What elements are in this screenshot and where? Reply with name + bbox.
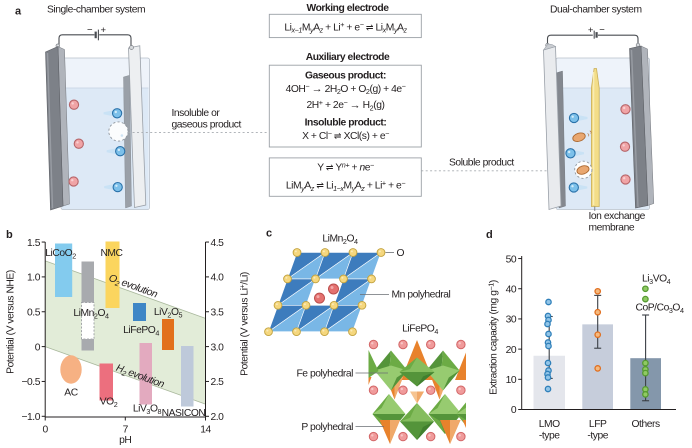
svg-text:LiFePO4: LiFePO4 — [402, 324, 438, 336]
svg-text:−1.0: −1.0 — [21, 412, 40, 423]
svg-text:c: c — [266, 228, 272, 240]
svg-text:−: − — [599, 25, 605, 36]
svg-text:-type: -type — [587, 430, 608, 441]
svg-text:4OH− → 2H2O + O2(g) + 4e−: 4OH− → 2H2O + O2(g) + 4e− — [286, 82, 406, 97]
svg-text:Potential (V versus Li+/Li): Potential (V versus Li+/Li) — [237, 272, 250, 376]
svg-text:30: 30 — [506, 315, 517, 326]
svg-text:LiFePO4: LiFePO4 — [123, 325, 159, 337]
svg-text:0: 0 — [35, 342, 41, 353]
svg-text:LiV2O5: LiV2O5 — [154, 307, 183, 319]
svg-text:10: 10 — [506, 375, 517, 386]
svg-text:Lix−1MyAz + Li+ + e− ⇌ LixMyAz: Lix−1MyAz + Li+ + e− ⇌ LixMyAz — [284, 20, 407, 35]
svg-text:membrane: membrane — [589, 223, 635, 234]
svg-text:Soluble product: Soluble product — [449, 158, 514, 169]
svg-text:-type: -type — [539, 430, 560, 441]
svg-text:1.5: 1.5 — [27, 238, 41, 249]
svg-text:14: 14 — [200, 425, 211, 436]
svg-text:3.0: 3.0 — [211, 342, 225, 353]
svg-text:−0.5: −0.5 — [21, 377, 40, 388]
svg-text:AC: AC — [64, 388, 78, 399]
svg-text:LiMn2O4: LiMn2O4 — [322, 234, 358, 246]
svg-text:Li3VO4: Li3VO4 — [642, 274, 671, 286]
svg-text:LiMyAz ⇌ Li1−xMyAz + Li+ + e−: LiMyAz ⇌ Li1−xMyAz + Li+ + e− — [286, 178, 405, 193]
svg-text:20: 20 — [506, 345, 517, 356]
svg-text:−: − — [87, 25, 93, 36]
svg-text:40: 40 — [506, 284, 517, 295]
svg-text:LFP: LFP — [589, 419, 607, 430]
svg-text:Working electrode: Working electrode — [307, 3, 390, 14]
svg-text:b: b — [6, 229, 13, 241]
svg-text:2H+ + 2e− → H2(g): 2H+ + 2e− → H2(g) — [307, 98, 385, 113]
svg-text:LiCoO2: LiCoO2 — [45, 248, 76, 260]
svg-text:+: + — [588, 25, 594, 36]
svg-text:1.0: 1.0 — [27, 273, 41, 284]
svg-text:Single-chamber system: Single-chamber system — [47, 5, 145, 16]
svg-text:0: 0 — [43, 425, 49, 436]
svg-text:Y ⇌ Yn+ + ne−: Y ⇌ Yn+ + ne− — [317, 161, 374, 174]
svg-text:Insoluble product:: Insoluble product: — [305, 118, 387, 129]
svg-text:4.0: 4.0 — [211, 273, 225, 284]
svg-text:Fe polyhedral: Fe polyhedral — [296, 368, 353, 379]
svg-text:50: 50 — [506, 254, 517, 265]
svg-text:7: 7 — [123, 425, 129, 436]
svg-text:4.5: 4.5 — [211, 238, 225, 249]
svg-text:O: O — [397, 248, 405, 259]
svg-text:Others: Others — [631, 419, 660, 430]
svg-text:0.5: 0.5 — [27, 307, 41, 318]
svg-text:Ion exchange: Ion exchange — [589, 211, 646, 222]
svg-text:Extraction capacity (mg g−1): Extraction capacity (mg g−1) — [486, 280, 499, 395]
svg-text:0: 0 — [511, 405, 517, 416]
svg-text:a: a — [15, 5, 22, 17]
svg-text:LiMn2O4: LiMn2O4 — [73, 308, 109, 320]
svg-text:+: + — [100, 25, 106, 36]
svg-text:LiV3O8: LiV3O8 — [133, 404, 162, 416]
svg-text:Mn polyhedral: Mn polyhedral — [392, 289, 451, 300]
svg-text:Auxiliary electrode: Auxiliary electrode — [306, 52, 390, 63]
svg-text:VO2: VO2 — [100, 397, 118, 409]
svg-text:gaseous product: gaseous product — [172, 120, 242, 131]
svg-text:Gaseous product:: Gaseous product: — [305, 70, 386, 81]
svg-text:Insoluble or: Insoluble or — [172, 108, 221, 119]
svg-text:P polyhedral: P polyhedral — [301, 422, 353, 433]
svg-text:3.5: 3.5 — [211, 307, 225, 318]
svg-text:Dual-chamber system: Dual-chamber system — [550, 5, 642, 16]
svg-text:CoP/Co3O4: CoP/Co3O4 — [636, 303, 684, 315]
svg-text:X + Cl− ⇌ XCl(s) + e−: X + Cl− ⇌ XCl(s) + e− — [302, 129, 389, 142]
svg-text:NASICON: NASICON — [162, 408, 206, 419]
svg-text:LMO: LMO — [539, 419, 560, 430]
svg-text:pH: pH — [119, 435, 131, 446]
svg-text:Potential (V versus NHE): Potential (V versus NHE) — [6, 270, 17, 374]
svg-text:2.0: 2.0 — [211, 412, 225, 423]
svg-text:d: d — [486, 229, 492, 241]
svg-text:NMC: NMC — [100, 248, 123, 259]
svg-text:2.5: 2.5 — [211, 377, 225, 388]
